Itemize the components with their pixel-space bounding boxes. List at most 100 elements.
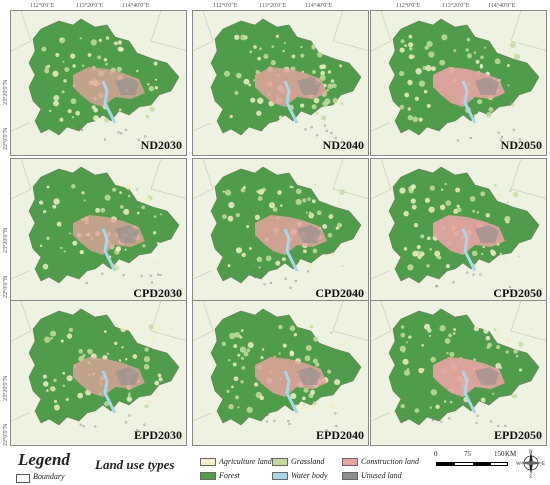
panel-label: EPD2050 [494,428,542,442]
island [144,135,147,138]
coord-left-2b: 22°0'0"N [3,275,9,298]
land-patch [72,240,78,246]
land-patch [291,54,296,59]
land-patch [448,333,453,338]
land-patch [486,111,492,118]
land-patch [115,246,122,252]
region-map [11,301,186,432]
island [497,131,500,134]
boundary-swatch [16,474,30,483]
region-map [193,301,368,432]
land-patch [482,399,486,403]
land-patch [309,212,314,217]
land-patch [124,248,127,251]
land-patch [408,42,414,48]
panel-label: ND2030 [140,138,182,152]
land-patch [509,189,512,192]
land-patch [282,257,286,261]
island [94,425,97,428]
land-patch [53,404,60,411]
land-patch [327,369,332,374]
land-patch [472,209,476,213]
land-patch [106,352,110,356]
land-patch [303,249,307,254]
region-map [371,301,546,428]
island [307,270,310,273]
land-patch [66,375,73,382]
land-patch [518,201,522,206]
land-patch [158,399,163,403]
construction-area [73,357,145,397]
land-patch [234,395,240,400]
coord-top-2b: 113°20'0"E [259,3,287,9]
land-patch [340,102,344,105]
land-patch [237,406,240,409]
land-patch [257,97,264,104]
land-patch [233,376,239,382]
land-patch [62,384,66,387]
region-map [11,159,186,285]
land-patch [147,83,150,86]
land-patch [95,207,101,213]
island [437,127,440,130]
compass-w: W [516,462,521,467]
land-patch [316,210,322,216]
land-patch [400,325,405,329]
land-patch [307,197,311,201]
land-patch [50,330,57,337]
land-patch [49,109,52,113]
land-patch [309,324,314,329]
land-patch [261,348,265,351]
land-patch [496,192,503,199]
water-body [461,80,477,124]
island [253,270,256,273]
swatch-unused [342,472,358,480]
land-patch [506,64,510,67]
land-patch [328,214,334,219]
land-patch [143,356,151,363]
land-patch [441,34,448,41]
land-patch [157,408,161,412]
panel-label: EPD2030 [134,428,182,442]
land-patch [272,207,278,212]
land-patch [505,350,509,354]
land-patch [328,402,335,409]
land-patch [53,378,57,383]
land-patch [117,46,123,52]
land-patch [69,232,72,235]
coord-top-3b: 114°40'0"E [305,3,333,9]
land-patch [412,250,419,257]
land-patch [237,353,241,357]
island [315,134,319,137]
island [260,128,263,131]
coord-left-2c: 22°0'0"N [3,423,9,446]
swatch-grassland [272,458,288,466]
island [136,429,139,432]
land-patch [242,185,246,190]
land-patch [426,103,431,108]
land-patch [444,338,451,344]
island [289,286,292,289]
map-panel-nd2050: ND2050 [370,10,547,156]
land-patch [240,329,244,332]
land-patch [404,92,410,98]
unused-area [475,225,499,243]
land-patch [257,56,262,61]
land-patch [492,392,495,395]
neighbor-boundary [11,159,186,280]
coord-top-1a: 112°0'0"E [30,3,55,9]
island [448,417,451,420]
land-patch [495,362,502,369]
panel-label: CPD2030 [133,286,182,300]
land-patch [434,250,441,257]
land-patch [144,197,151,204]
region-map [371,11,546,142]
land-patch [113,263,117,267]
island [159,273,162,277]
island [310,126,313,129]
land-patch [240,34,247,41]
land-patch [63,79,67,83]
island [475,422,478,425]
land-patch [118,325,122,329]
map-panel-cpd2050: CPD2050 [370,158,547,304]
